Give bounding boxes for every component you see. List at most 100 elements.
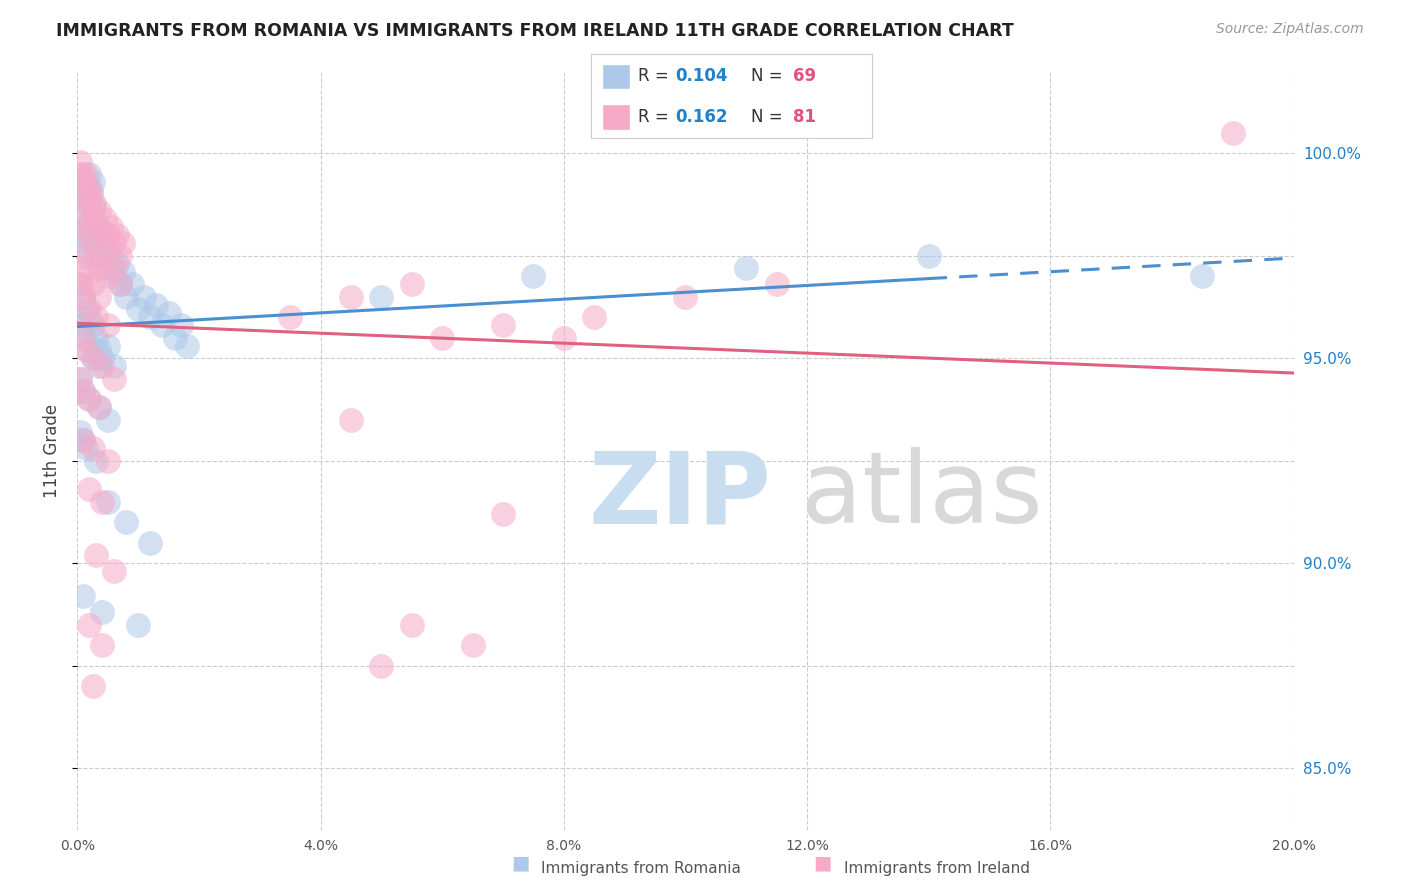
Point <box>1222 126 1244 140</box>
Point <box>83 200 105 214</box>
Point <box>115 515 138 529</box>
Point <box>87 343 110 357</box>
Point <box>163 331 186 345</box>
Point <box>93 211 115 226</box>
Point <box>134 290 156 304</box>
Point <box>82 220 104 235</box>
Y-axis label: 11th Grade: 11th Grade <box>44 403 62 498</box>
Text: Immigrants from Romania: Immigrants from Romania <box>541 861 741 876</box>
Point <box>70 331 93 345</box>
Point <box>82 351 104 366</box>
Point <box>97 318 120 333</box>
Point <box>82 277 104 292</box>
Point <box>72 290 94 304</box>
Point <box>87 261 110 276</box>
Point <box>79 310 101 325</box>
Point <box>79 483 101 497</box>
Point <box>370 658 392 673</box>
Point <box>87 224 110 238</box>
Text: ■: ■ <box>813 854 832 872</box>
Point <box>90 249 112 263</box>
Text: Source: ZipAtlas.com: Source: ZipAtlas.com <box>1216 22 1364 37</box>
Point <box>90 359 112 374</box>
Text: 69: 69 <box>793 68 815 86</box>
Point <box>401 277 423 292</box>
Text: 0.162: 0.162 <box>675 108 727 126</box>
Text: R =: R = <box>638 108 675 126</box>
Point <box>82 175 104 189</box>
Point <box>108 277 131 292</box>
Text: N =: N = <box>751 68 787 86</box>
Point <box>139 535 162 549</box>
Point <box>87 401 110 415</box>
Point <box>79 167 101 181</box>
Text: ■: ■ <box>510 854 530 872</box>
Text: IMMIGRANTS FROM ROMANIA VS IMMIGRANTS FROM IRELAND 11TH GRADE CORRELATION CHART: IMMIGRANTS FROM ROMANIA VS IMMIGRANTS FR… <box>56 22 1014 40</box>
Point <box>69 154 91 169</box>
Point <box>108 249 131 263</box>
Text: ZIP: ZIP <box>588 448 770 544</box>
Point <box>93 236 115 251</box>
Point <box>139 310 162 325</box>
Point <box>84 216 107 230</box>
Point <box>90 244 112 259</box>
Point <box>79 392 101 407</box>
Point <box>105 257 128 271</box>
Point <box>103 565 125 579</box>
Point <box>97 269 120 284</box>
Point <box>75 301 97 316</box>
Point <box>84 232 107 246</box>
Bar <box>602 104 630 130</box>
Point <box>72 208 94 222</box>
Point <box>75 187 97 202</box>
Point <box>522 269 544 284</box>
Point <box>69 224 91 238</box>
Point <box>100 220 122 235</box>
Point <box>170 318 193 333</box>
Point <box>75 220 97 235</box>
Point <box>103 236 125 251</box>
Point <box>82 236 104 251</box>
Point <box>127 617 149 632</box>
Point <box>79 195 101 210</box>
Point <box>82 318 104 333</box>
Point <box>82 208 104 222</box>
Text: R =: R = <box>638 68 675 86</box>
Point <box>84 548 107 562</box>
Point <box>97 453 120 467</box>
Point <box>79 301 101 316</box>
Point <box>72 434 94 448</box>
Point <box>100 249 122 263</box>
Point <box>84 453 107 467</box>
Point <box>84 249 107 263</box>
Point <box>73 167 96 181</box>
Point <box>75 236 97 251</box>
Point <box>90 351 112 366</box>
Point <box>90 605 112 619</box>
Text: 0.104: 0.104 <box>675 68 727 86</box>
Text: N =: N = <box>751 108 787 126</box>
Point <box>115 290 138 304</box>
Point <box>69 372 91 386</box>
Point <box>69 277 91 292</box>
Point <box>82 442 104 456</box>
Point <box>90 224 112 238</box>
Point <box>103 261 125 276</box>
Point <box>83 195 105 210</box>
Point <box>340 413 363 427</box>
Point <box>87 401 110 415</box>
Point <box>103 359 125 374</box>
Point <box>80 187 103 202</box>
Point <box>111 265 134 279</box>
Point <box>553 331 575 345</box>
Point <box>77 269 100 284</box>
Point <box>70 167 93 181</box>
Point <box>72 290 94 304</box>
Point <box>918 249 941 263</box>
Point <box>87 203 110 218</box>
Point <box>70 208 93 222</box>
Point <box>82 351 104 366</box>
Point <box>79 392 101 407</box>
Point <box>79 249 101 263</box>
Point <box>87 359 110 374</box>
